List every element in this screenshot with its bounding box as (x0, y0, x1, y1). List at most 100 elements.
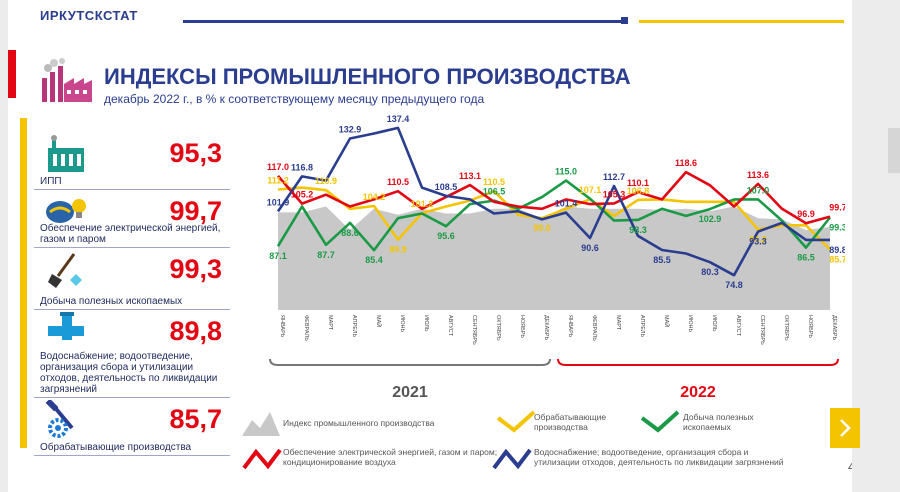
data-label: 101.2 (411, 199, 434, 209)
data-label: 96.9 (797, 209, 815, 219)
data-label: 132.9 (339, 125, 362, 135)
data-label: 110.5 (483, 177, 505, 187)
x-tick-label: ФЕВРАЛЬ (591, 315, 597, 341)
x-tick-label: АВГУСТ (447, 315, 453, 337)
header-rule-blue (183, 20, 628, 23)
legend-label: Индекс промышленного производства (283, 418, 435, 428)
data-label: 107.0 (747, 185, 770, 195)
x-tick-label: ЯНВАРЬ (279, 315, 285, 338)
yellow-check-icon (496, 410, 536, 433)
data-label: 80.3 (701, 267, 719, 277)
header-rule-square (621, 17, 628, 24)
data-label: 105.2 (291, 190, 314, 200)
red-zigzag-icon (242, 448, 282, 470)
data-label: 87.1 (269, 251, 287, 261)
x-tick-label: МАЙ (663, 315, 671, 327)
data-label: 87.7 (317, 250, 335, 260)
data-label: 115.0 (555, 167, 577, 177)
year-bracket (269, 358, 551, 366)
header-rule-yellow (639, 20, 844, 23)
x-tick-label: ИЮЛЬ (423, 315, 429, 332)
data-label: 110.9 (315, 176, 337, 186)
kpi-mining: 99,3 Добыча полезных ископаемых (34, 248, 230, 310)
data-label: 117.0 (267, 162, 289, 172)
kpi-label: Обеспечение электрической энергией, газо… (40, 223, 221, 245)
page-subtitle: декабрь 2022 г., в % к соответствующему … (104, 92, 485, 106)
x-tick-label: ФЕВРАЛЬ (303, 315, 309, 341)
x-tick-label: ДЕКАБРЬ (831, 315, 837, 341)
data-label: 85.7 (829, 255, 845, 265)
data-label: 106.8 (627, 186, 650, 196)
data-label: 106.5 (483, 187, 506, 197)
kpi-label: Обрабатывающие производства (40, 442, 192, 453)
data-label: 118.6 (675, 158, 697, 168)
series-line-3 (277, 170, 831, 225)
legend-label: Добыча полезных ископаемых (683, 412, 754, 432)
data-label: 99.7 (829, 203, 845, 213)
kpi-manufacturing: 85,7 Обрабатывающие производства (34, 398, 230, 456)
kpi-value: 99,3 (169, 254, 222, 284)
factory-icon (48, 135, 84, 172)
x-tick-label: ЯНВАРЬ (567, 315, 573, 338)
x-tick-label: НОЯБРЬ (519, 315, 525, 338)
kpi-value: 89,8 (169, 316, 222, 346)
data-label: 89.8 (829, 245, 845, 255)
kpi-label: Водоснабжение; водоотведение, организаци… (40, 351, 218, 395)
data-label: 89.9 (389, 245, 407, 255)
data-label: 110.5 (387, 177, 409, 187)
x-tick-label: ИЮНЬ (687, 315, 693, 332)
water-pipe-icon (48, 312, 84, 340)
x-tick-label: АВГУСТ (735, 315, 741, 337)
kpi-label: Добыча полезных ископаемых (40, 296, 183, 307)
x-tick-label: ОКТЯБРЬ (783, 315, 789, 341)
data-label: 102.9 (699, 214, 722, 224)
kpi-ipp: 95,3 ИПП (34, 132, 230, 190)
data-label: 137.4 (387, 114, 410, 124)
data-label: 111.2 (267, 176, 289, 186)
x-tick-label: МАРТ (327, 315, 333, 331)
data-label: 90.6 (581, 243, 599, 253)
data-label: 104.2 (363, 192, 386, 202)
series-line-4 (276, 126, 830, 277)
data-label: 108.5 (435, 182, 458, 192)
series-line-2 (276, 179, 832, 252)
legend-label: Водоснабжение; водоотведение, организаци… (534, 447, 784, 467)
tools-gear-icon (45, 400, 74, 438)
data-label: 99.0 (533, 223, 551, 233)
data-label: 113.6 (747, 170, 769, 180)
data-label: 116.8 (291, 162, 313, 172)
series-line-1 (277, 186, 831, 251)
scroll-handle[interactable] (888, 128, 900, 173)
x-tick-label: ИЮЛЬ (711, 315, 717, 332)
x-tick-label: СЕНТЯБРЬ (471, 315, 477, 345)
data-label: 101.4 (555, 199, 578, 209)
kpi-value: 85,7 (169, 404, 222, 434)
data-label: 107.1 (579, 185, 602, 195)
data-label: 86.5 (797, 253, 815, 263)
year-label: 2022 (680, 384, 716, 401)
x-tick-label: АПРЕЛЬ (639, 315, 645, 338)
data-label: 95.6 (437, 231, 455, 241)
accent-bar-red (8, 50, 16, 98)
chevron-right-icon (840, 419, 851, 437)
data-label: 113.1 (459, 171, 481, 181)
year-label: 2021 (392, 384, 428, 401)
kpi-value: 95,3 (169, 138, 222, 168)
x-tick-label: МАЙ (375, 315, 383, 327)
data-label: 101.9 (267, 197, 290, 207)
kpi-water: 89,8 Водоснабжение; водоотведение, орган… (34, 310, 230, 398)
x-tick-label: СЕНТЯБРЬ (759, 315, 765, 345)
slide: ИРКУТСКСТАТ ИНДЕКСЫ ПРОМЫШЛЕННОГО ПРОИЗВ… (8, 0, 852, 492)
x-tick-label: ИЮНЬ (399, 315, 405, 332)
data-label: 99.3 (829, 223, 845, 233)
next-slide-button[interactable] (830, 408, 860, 448)
data-label: 105.3 (603, 189, 626, 199)
x-tick-label: ДЕКАБРЬ (543, 315, 549, 341)
x-tick-label: АПРЕЛЬ (351, 315, 357, 338)
data-label: 85.5 (653, 255, 671, 265)
energy-icon (46, 199, 86, 223)
kpi-label: ИПП (40, 176, 62, 187)
legend-label: Обрабатывающие производства (534, 412, 607, 432)
brand-name: ИРКУТСКСТАТ (40, 8, 138, 23)
